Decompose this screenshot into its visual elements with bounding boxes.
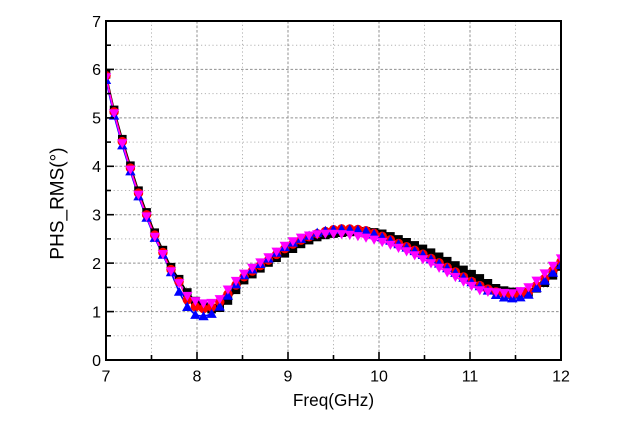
svg-text:7: 7 (102, 369, 111, 386)
svg-text:3: 3 (92, 208, 101, 225)
svg-text:12: 12 (552, 369, 570, 386)
svg-text:0: 0 (92, 353, 101, 370)
svg-text:6: 6 (92, 62, 101, 79)
svg-text:2: 2 (92, 256, 101, 273)
svg-text:4: 4 (92, 159, 101, 176)
svg-text:8: 8 (193, 369, 202, 386)
svg-text:PHS_RMS(°): PHS_RMS(°) (48, 147, 69, 259)
svg-text:7: 7 (92, 14, 101, 31)
svg-text:10: 10 (370, 369, 388, 386)
svg-text:9: 9 (284, 369, 293, 386)
svg-text:5: 5 (92, 111, 101, 128)
svg-text:11: 11 (462, 369, 479, 386)
svg-text:Freq(GHz): Freq(GHz) (293, 390, 374, 410)
svg-text:1: 1 (92, 304, 101, 321)
